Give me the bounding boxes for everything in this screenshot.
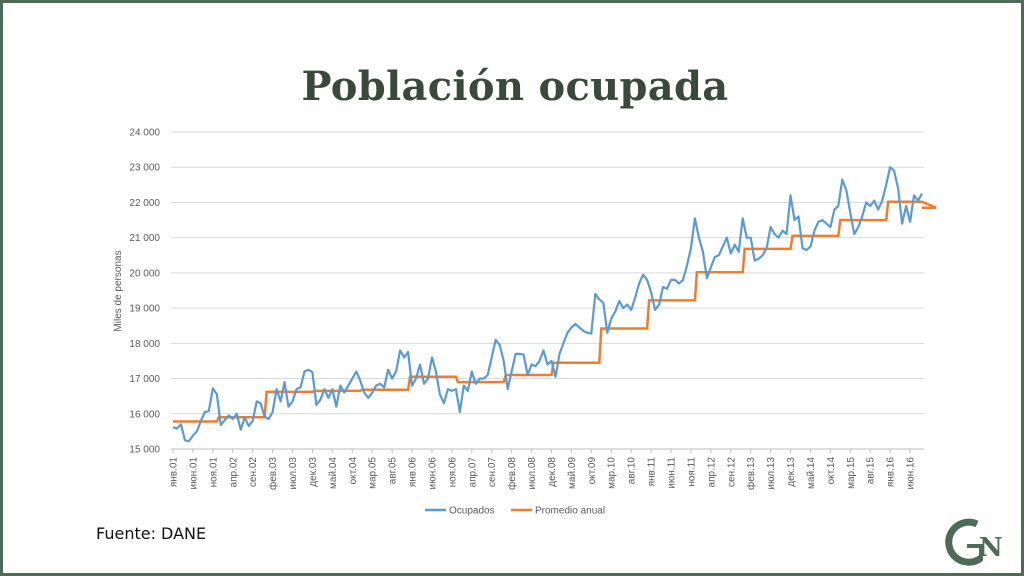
slide-title: Población ocupada xyxy=(301,63,729,110)
x-tick-label: май.04 xyxy=(328,457,339,489)
x-tick-label: сен.02 xyxy=(248,457,259,487)
x-tick-label: янв.01 xyxy=(168,457,179,488)
legend-label-promedio: Promedio anual xyxy=(535,506,605,517)
x-tick-label: фев.13 xyxy=(745,457,757,490)
x-tick-label: май.09 xyxy=(567,457,578,489)
y-tick-label: 18 000 xyxy=(129,339,160,350)
x-tick-label: окт.09 xyxy=(587,457,598,485)
x-tick-label: апр.12 xyxy=(706,457,717,488)
x-tick-label: окт.14 xyxy=(826,457,837,485)
x-tick-label: фев.03 xyxy=(267,457,279,490)
y-axis: 15 000 16 000 17 000 18 000 19 000 20 000 21 0… xyxy=(129,128,160,456)
svg-text:N: N xyxy=(979,533,1003,563)
x-tick-label: мар.15 xyxy=(846,457,857,489)
gn-logo: GN N xyxy=(945,518,1003,566)
x-tick-label: июн.11 xyxy=(667,457,678,489)
x-tick-label: июн.06 xyxy=(427,457,438,490)
x-tick-label: июл.08 xyxy=(527,457,538,490)
x-tick-label: ноя.01 xyxy=(208,457,219,488)
x-tick-label: авг.05 xyxy=(388,457,399,485)
series-line-ocupados xyxy=(172,166,923,443)
y-tick-label: 21 000 xyxy=(129,233,160,244)
series-line-promedio-anual xyxy=(173,200,937,423)
x-tick-label: июн.01 xyxy=(188,457,199,490)
x-tick-label: дек.13 xyxy=(786,457,797,487)
x-tick-label: июл.13 xyxy=(766,457,777,490)
y-tick-label: 20 000 xyxy=(129,268,160,279)
y-tick-label: 23 000 xyxy=(129,163,160,174)
y-tick-label: 15 000 xyxy=(129,445,160,456)
x-tick-label: сен.12 xyxy=(726,457,737,487)
y-axis-label: Miles de personas xyxy=(113,250,124,331)
y-tick-label: 24 000 xyxy=(129,128,160,139)
x-tick-label: июл.03 xyxy=(288,457,299,490)
x-tick-label: фев.08 xyxy=(506,457,518,490)
series-group xyxy=(172,166,937,443)
x-tick-label: янв.11 xyxy=(647,457,658,487)
x-tick-label: июн.16 xyxy=(906,457,917,490)
y-tick-label: 16 000 xyxy=(129,409,160,420)
employment-chart: 15 000 16 000 17 000 18 000 19 000 20 000 21 0… xyxy=(113,128,937,517)
y-tick-label: 22 000 xyxy=(129,198,160,209)
x-tick-label: ноя.06 xyxy=(447,457,458,488)
x-axis: янв.01 июн.01 ноя.01 апр.02 сен.02 фев.03 июл.… xyxy=(168,448,924,490)
x-tick-label: авг.15 xyxy=(866,457,877,485)
y-tick-label: 19 000 xyxy=(129,304,160,315)
x-tick-label: янв.06 xyxy=(408,457,419,488)
x-tick-label: май.14 xyxy=(806,457,817,489)
x-tick-label: апр.07 xyxy=(467,457,478,488)
x-tick-label: дек.08 xyxy=(547,457,558,487)
x-tick-label: янв.16 xyxy=(886,457,897,488)
x-tick-label: мар.05 xyxy=(368,457,379,489)
chart-legend: Ocupados Promedio anual xyxy=(425,506,605,517)
grid-lines xyxy=(171,131,924,450)
source-note: Fuente: DANE xyxy=(96,524,207,543)
x-tick-label: сен.07 xyxy=(487,457,498,487)
x-tick-label: мар.10 xyxy=(607,457,618,489)
legend-label-ocupados: Ocupados xyxy=(449,506,495,517)
x-tick-label: дек.03 xyxy=(308,457,319,487)
x-tick-label: ноя.11 xyxy=(686,457,697,487)
x-tick-label: авг.10 xyxy=(627,457,638,485)
y-tick-label: 17 000 xyxy=(129,374,160,385)
x-tick-label: апр.02 xyxy=(228,457,239,488)
x-tick-label: окт.04 xyxy=(348,457,359,485)
